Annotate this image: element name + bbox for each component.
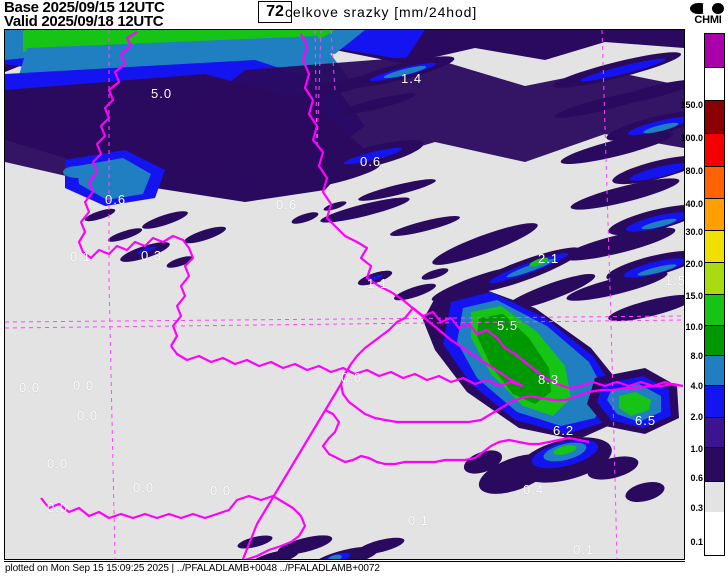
precip-value-label: 0.0 (47, 500, 69, 515)
precip-value-label: 0.0 (47, 456, 69, 471)
precip-value-label: 0.0 (19, 380, 41, 395)
colorbar-tick-label: 0.1 (690, 537, 703, 547)
footer-status-text: plotted on Mon Sep 15 15:09:25 2025 | ..… (5, 563, 380, 574)
colorbar-swatch (705, 231, 724, 263)
colorbar-tick-label: 4.0 (690, 381, 703, 391)
colorbar-swatch (705, 167, 724, 199)
colorbar-tick-label: 15.0 (685, 291, 703, 301)
precip-value-label: 0.1 (408, 513, 430, 528)
footer-bar: plotted on Mon Sep 15 15:09:25 2025 | ..… (0, 561, 728, 578)
colorbar-swatch (705, 356, 724, 386)
precip-value-label: 1.4 (401, 71, 423, 86)
colorbar-swatch (705, 134, 724, 167)
colorbar-swatch (705, 418, 724, 448)
forecast-range-box: 72 (258, 1, 292, 23)
precip-value-label: 0.0 (341, 370, 363, 385)
precip-value-label: 2.0 (334, 559, 355, 560)
colorbar-tick-label: 8.0 (690, 351, 703, 361)
precip-value-label: 0.1 (70, 249, 92, 264)
colorbar-tick-label: 30.0 (685, 227, 703, 237)
colorbar-swatch (705, 295, 724, 326)
colorbar-tick-label: 150.0 (680, 100, 703, 110)
precip-value-label: 1.1 (367, 276, 389, 291)
precip-value-label: 0.4 (523, 482, 545, 497)
map-canvas (5, 30, 684, 559)
colorbar-tick-label: 0.6 (690, 473, 703, 483)
base-time-line: Base 2025/09/15 12UTC (4, 0, 165, 16)
colorbar-swatch (705, 68, 724, 101)
colorbar-tick-label: 0.3 (690, 503, 703, 513)
precip-value-label: 6.2 (553, 423, 575, 438)
chmi-logo: CHMI (690, 1, 726, 28)
map-title: celkove srazky [mm/24hod] (285, 4, 478, 20)
colorbar-tick-label: 10.0 (685, 322, 703, 332)
colorbar-swatch (705, 199, 724, 231)
chmi-mark-icon (690, 3, 726, 15)
colorbar-swatch (705, 386, 724, 418)
colorbar-tick-label: 20.0 (685, 259, 703, 269)
header-bar: Base 2025/09/15 12UTC Valid 2025/09/18 1… (0, 0, 728, 30)
colorbar-tick-label: 100.0 (680, 133, 703, 143)
colorbar-swatch (705, 448, 724, 482)
map-frame: 5.0 1.4 0.6 0.6 0.6 0.1 0.3 2.1 1.5 1.1 5.5 8.3 6.2 6… (4, 29, 685, 560)
colorbar-tick-label: 40.0 (685, 199, 703, 209)
colorbar-tick-label: 2.0 (690, 412, 703, 422)
forecast-range-value: 72 (266, 3, 284, 20)
precip-value-label: 0.1 (573, 542, 595, 557)
colorbar-tick-label: 80.0 (685, 166, 703, 176)
precip-value-label: 0.0 (77, 408, 99, 423)
colorbar-swatch (705, 263, 724, 295)
precip-value-label: 8.3 (538, 372, 560, 387)
colorbar-swatch (705, 34, 724, 68)
precip-value-label: 5.5 (497, 318, 519, 333)
colorbar-swatch (705, 101, 724, 134)
precip-value-label: 0.6 (276, 197, 298, 212)
precip-value-label: 0.6 (360, 154, 382, 169)
colorbar (704, 33, 725, 556)
valid-time-line: Valid 2025/09/18 12UTC (4, 13, 164, 30)
precip-value-label: 2.1 (538, 251, 560, 266)
colorbar-swatch (705, 482, 724, 512)
map-raster (5, 30, 684, 559)
precip-value-label: 0.3 (141, 248, 163, 263)
precip-value-label: 5.0 (151, 86, 173, 101)
chmi-logo-text: CHMI (694, 14, 722, 26)
precip-value-label: 0.0 (133, 480, 155, 495)
footer-divider (4, 561, 685, 562)
precip-value-label: 0.6 (105, 192, 127, 207)
precip-value-label: 0.0 (210, 483, 232, 498)
precip-value-label: 0.0 (73, 378, 95, 393)
colorbar-tick-label: 1.0 (690, 444, 703, 454)
precip-value-label: 6.5 (635, 413, 657, 428)
precip-value-label: 1.5 (665, 273, 685, 288)
colorbar-swatch (705, 326, 724, 356)
